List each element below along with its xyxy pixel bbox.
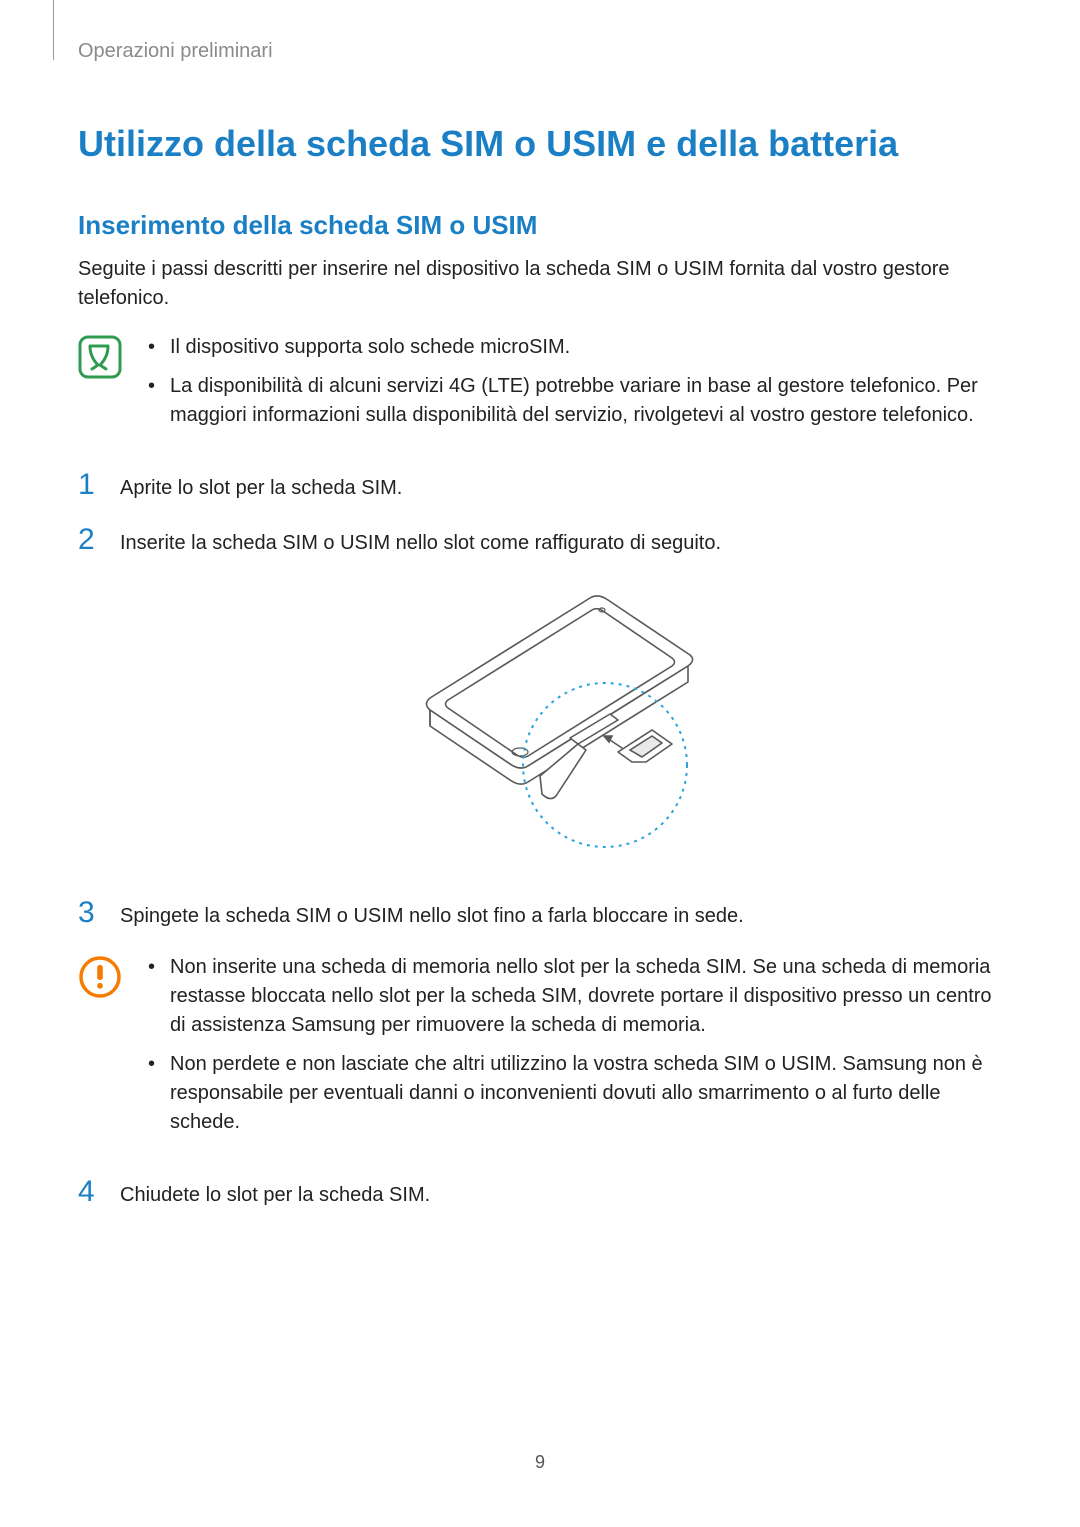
note-item: Il dispositivo supporta solo schede micr…	[144, 333, 1002, 362]
note-list: Il dispositivo supporta solo schede micr…	[144, 333, 1002, 440]
breadcrumb: Operazioni preliminari	[78, 40, 1002, 63]
sim-insert-figure	[78, 580, 1002, 870]
note-icon	[78, 335, 122, 379]
caution-icon	[78, 955, 122, 999]
step-text: Aprite lo slot per la scheda SIM.	[120, 474, 1002, 503]
page-content: Operazioni preliminari Utilizzo della sc…	[0, 0, 1080, 1210]
caution-item: Non inserite una scheda di memoria nello…	[144, 953, 1002, 1040]
caution-block: Non inserite una scheda di memoria nello…	[78, 953, 1002, 1147]
intro-paragraph: Seguite i passi descritti per inserire n…	[78, 255, 1002, 313]
step-2: 2 Inserite la scheda SIM o USIM nello sl…	[78, 525, 1002, 558]
page-title: Utilizzo della scheda SIM o USIM e della…	[78, 121, 1002, 166]
step-text: Inserite la scheda SIM o USIM nello slot…	[120, 529, 1002, 558]
step-3: 3 Spingete la scheda SIM o USIM nello sl…	[78, 898, 1002, 931]
step-text: Chiudete lo slot per la scheda SIM.	[120, 1181, 1002, 1210]
margin-rule	[53, 0, 54, 60]
step-number: 3	[78, 898, 100, 928]
step-4: 4 Chiudete lo slot per la scheda SIM.	[78, 1177, 1002, 1210]
note-item: La disponibilità di alcuni servizi 4G (L…	[144, 372, 1002, 430]
page-number: 9	[0, 1452, 1080, 1473]
caution-item: Non perdete e non lasciate che altri uti…	[144, 1050, 1002, 1137]
note-block: Il dispositivo supporta solo schede micr…	[78, 333, 1002, 440]
caution-list: Non inserite una scheda di memoria nello…	[144, 953, 1002, 1147]
step-text: Spingete la scheda SIM o USIM nello slot…	[120, 902, 1002, 931]
step-number: 2	[78, 525, 100, 555]
step-1: 1 Aprite lo slot per la scheda SIM.	[78, 470, 1002, 503]
step-number: 1	[78, 470, 100, 500]
step-number: 4	[78, 1177, 100, 1207]
section-heading: Inserimento della scheda SIM o USIM	[78, 210, 1002, 241]
